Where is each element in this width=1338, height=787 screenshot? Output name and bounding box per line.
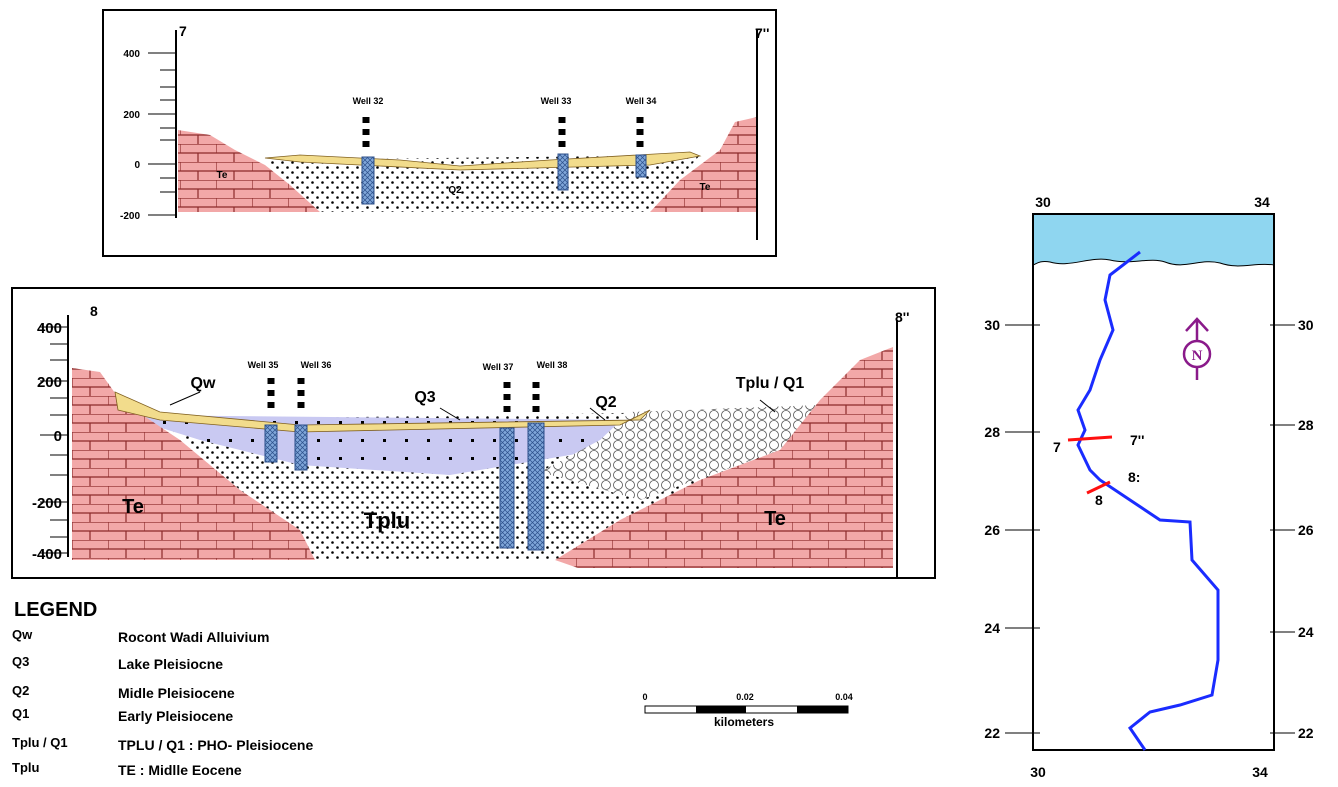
section-frame: [103, 10, 776, 256]
map-section-label: 8: [1095, 492, 1103, 508]
well-label: Well 33: [541, 96, 572, 106]
map-coordinate: 34: [1252, 764, 1268, 780]
map-coordinate: 30: [1035, 194, 1051, 210]
legend-code: Q3: [12, 654, 29, 669]
legend-description: Early Pleisiocene: [118, 708, 233, 724]
legend-code: Q2: [12, 683, 29, 698]
map-coordinate: 24: [1298, 624, 1314, 640]
unit-label: Te: [122, 496, 144, 518]
section-label: 8'': [895, 309, 909, 325]
map-coordinate: 22: [1298, 725, 1314, 741]
depth-label: 400: [37, 320, 62, 337]
map-coordinate: 26: [984, 522, 1000, 538]
section-label: 7'': [755, 25, 769, 41]
location-map: [1005, 214, 1295, 750]
scale-bar: [645, 706, 848, 713]
well-label: Well 35: [248, 360, 279, 370]
scale-tick-label: 0: [642, 692, 647, 702]
scale-unit: kilometers: [714, 715, 774, 729]
legend-code: Tplu: [12, 760, 39, 775]
depth-label: -400: [32, 546, 62, 563]
well-label: Well 36: [301, 360, 332, 370]
section-7-geology: [148, 30, 757, 240]
legend-title: LEGEND: [14, 599, 97, 621]
map-coordinate: 30: [1298, 317, 1314, 333]
page: { "section_7": {"left_label": "7", "righ…: [0, 0, 1338, 787]
unit-label: Q3: [414, 389, 435, 406]
section-8-geology: [40, 315, 897, 578]
map-coordinate: 30: [984, 317, 1000, 333]
map-section-label: 8:: [1128, 469, 1140, 485]
well-label: Well 34: [626, 96, 657, 106]
legend-description: TPLU / Q1 : PHO- Pleisiocene: [118, 737, 313, 753]
map-coordinate: 26: [1298, 522, 1314, 538]
unit-label: Q2: [448, 185, 462, 196]
unit-label: Te: [217, 170, 228, 181]
map-section-label: 7'': [1130, 432, 1144, 448]
scale-tick-label: 0.04: [835, 692, 853, 702]
map-section-label: 7: [1053, 439, 1061, 455]
well-label: Well 37: [483, 362, 514, 372]
depth-label: 200: [123, 110, 140, 121]
legend-description: TE : Midlle Eocene: [118, 762, 242, 778]
section-label: 8: [90, 303, 98, 319]
legend-description: Midle Pleisiocene: [118, 685, 235, 701]
depth-label: 0: [54, 428, 62, 445]
unit-label: Te: [700, 182, 711, 193]
depth-label: 400: [123, 49, 140, 60]
legend-description: Lake Pleisiocne: [118, 656, 223, 672]
legend-code: Qw: [12, 627, 33, 642]
depth-label: 200: [37, 374, 62, 391]
map-coordinate: 34: [1254, 194, 1270, 210]
map-coordinate: 30: [1030, 764, 1046, 780]
unit-label: Qw: [191, 375, 216, 392]
depth-label: -200: [32, 495, 62, 512]
unit-label: Tplu: [364, 508, 410, 533]
unit-label: Tplu / Q1: [736, 375, 805, 392]
depth-label: -200: [120, 211, 140, 222]
unit-label: Te: [764, 508, 786, 530]
well-label: Well 38: [537, 360, 568, 370]
legend-description: Rocont Wadi Alluivium: [118, 629, 269, 645]
scale-tick-label: 0.02: [736, 692, 754, 702]
section-label: 7: [179, 23, 187, 39]
map-coordinate: 24: [984, 620, 1000, 636]
unit-label: Q2: [595, 394, 616, 411]
map-coordinate: 28: [1298, 417, 1314, 433]
map-coordinate: 28: [984, 424, 1000, 440]
well-label: Well 32: [353, 96, 384, 106]
map-coordinate: 22: [984, 725, 1000, 741]
legend-code: Tplu / Q1: [12, 735, 68, 750]
legend-code: Q1: [12, 706, 29, 721]
diagram: 7 7'' 400 200 0 -200 Well 32 Well 33 Well 34 Te Q2…: [0, 0, 1338, 787]
north-arrow: N: [1192, 348, 1203, 364]
depth-label: 0: [134, 160, 140, 171]
